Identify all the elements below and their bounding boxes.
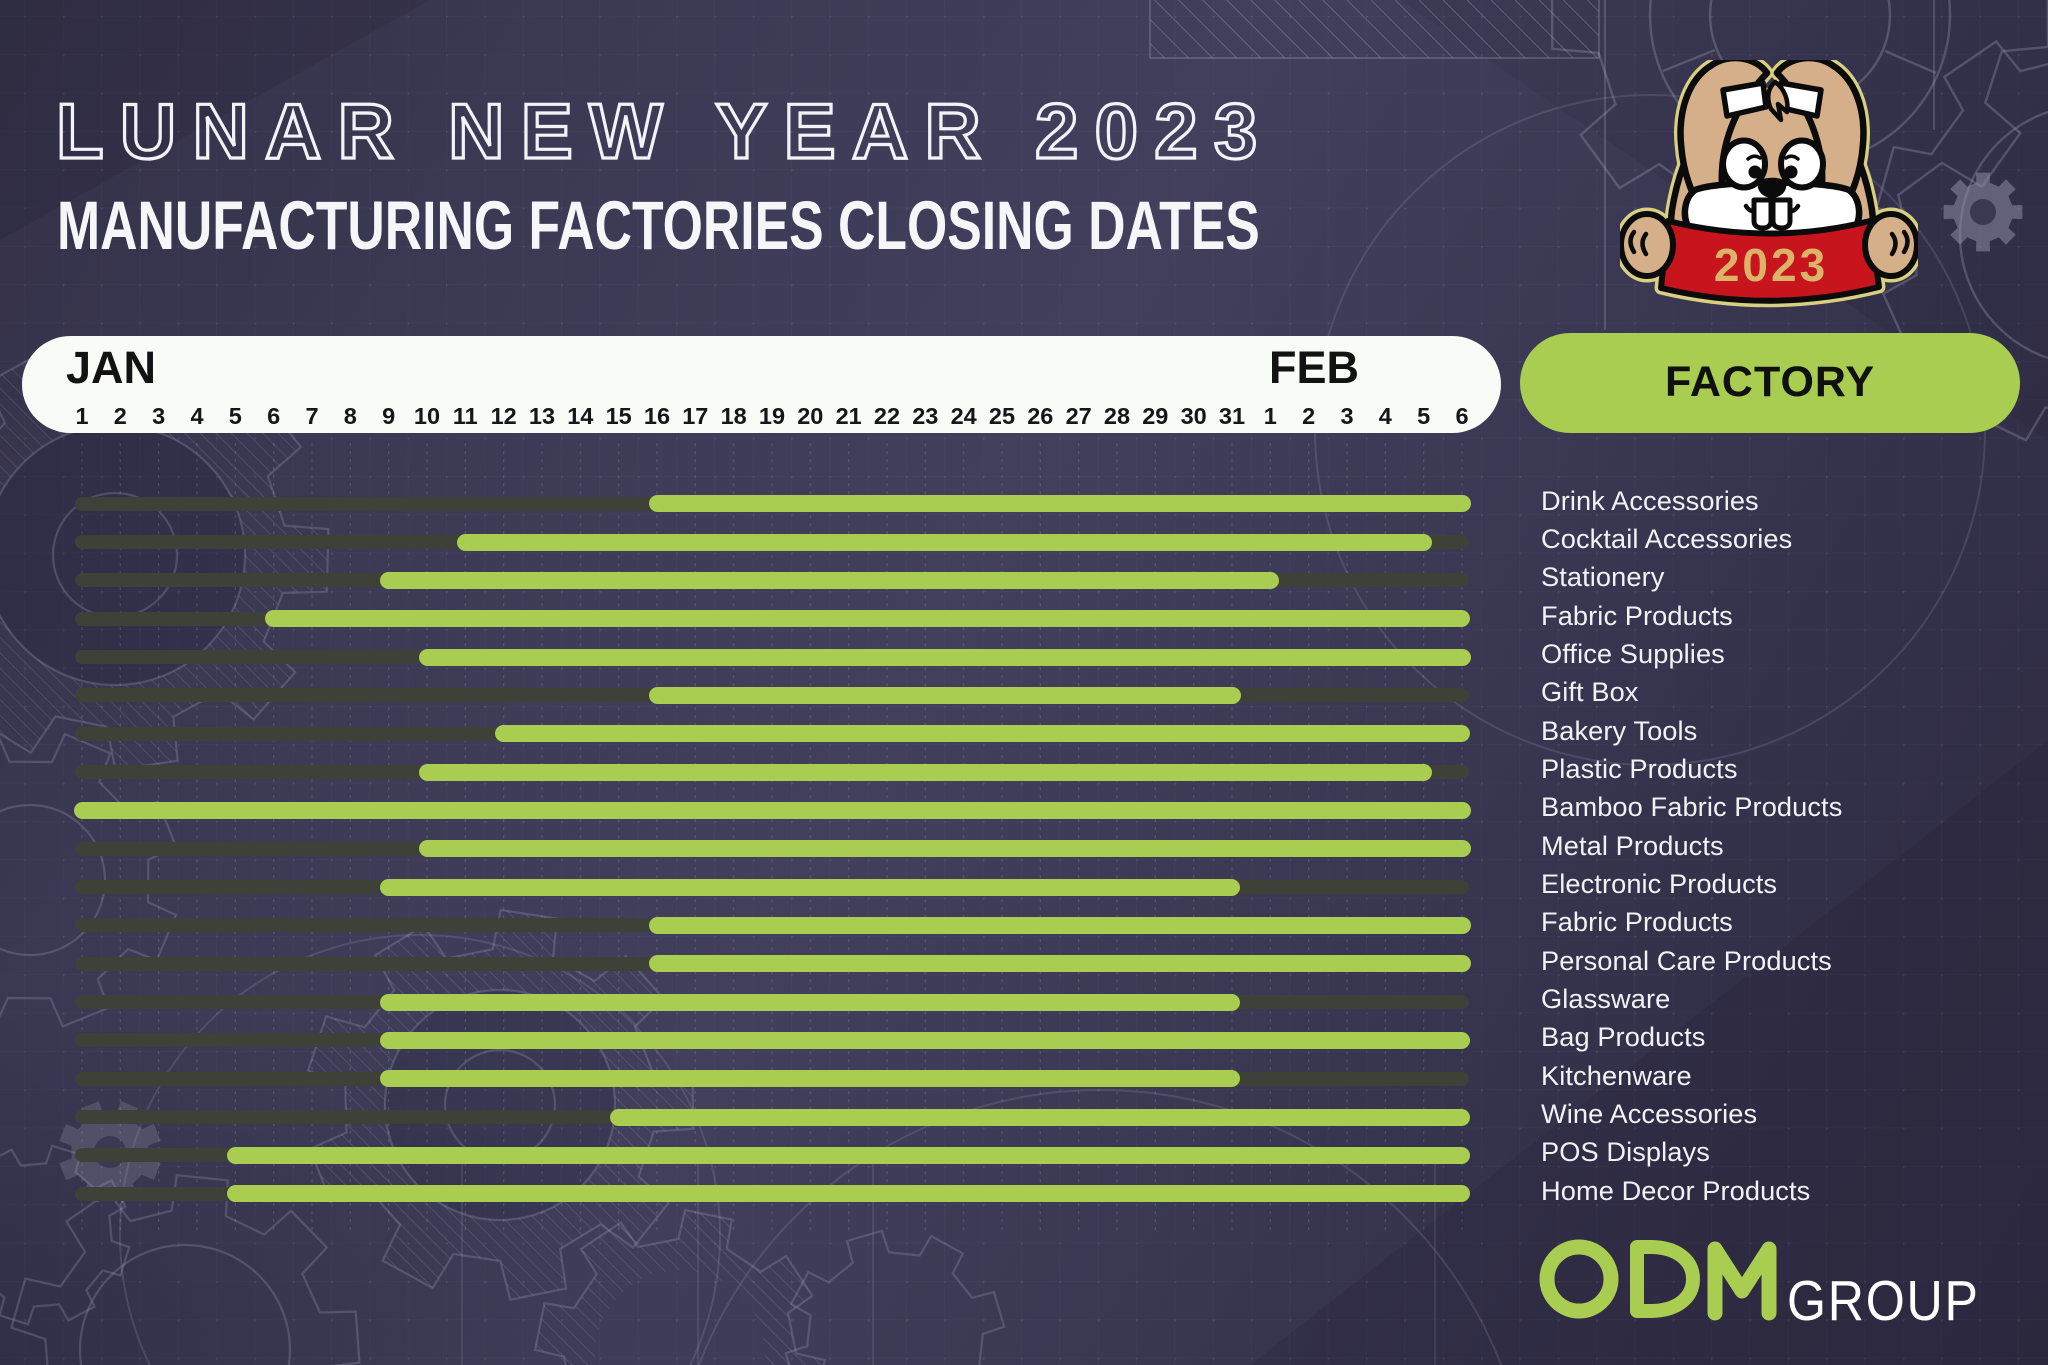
svg-text:2023: 2023 bbox=[1714, 239, 1828, 291]
svg-text:GROUP: GROUP bbox=[1787, 1269, 1980, 1333]
